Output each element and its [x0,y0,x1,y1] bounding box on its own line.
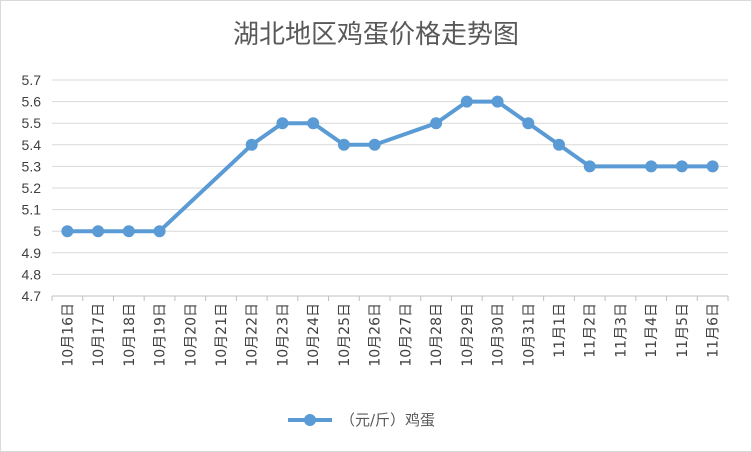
legend: （元/斤）鸡蛋 [288,411,435,429]
data-point [245,138,258,151]
x-tick-label: 11月5日 [675,303,691,358]
y-tick-label: 5.4 [22,137,42,153]
x-tick-label: 10月19日 [153,303,169,367]
data-point [368,138,381,151]
x-tick-label: 11月3日 [613,303,629,358]
x-tick-label: 10月21日 [214,303,230,367]
y-axis-ticks: 5.7 5.6 5.5 5.4 5.3 5.2 5.1 5 4.9 4.8 4.7 [22,72,42,304]
y-tick-label: 5.5 [22,115,42,131]
data-point [307,117,320,130]
x-tick-label: 10月16日 [60,303,76,367]
legend-marker-swatch [304,414,316,426]
y-tick-label: 5.1 [22,202,42,218]
data-point [522,117,535,130]
x-tick-label: 10月30日 [491,303,507,367]
x-tick-label: 10月31日 [521,303,537,367]
x-axis-ticks: 10月16日 10月17日 10月18日 10月19日 10月20日 10月21日 10月2… [60,303,721,367]
x-tick-label: 10月23日 [275,303,291,367]
x-tick-label: 11月6日 [706,303,722,358]
data-point [460,95,473,108]
x-tick-label: 10月28日 [429,303,445,367]
x-tick-label: 10月25日 [337,303,353,367]
x-tick-label: 10月20日 [183,303,199,367]
data-point [706,160,719,173]
data-point [645,160,658,173]
x-tick-label: 11月1日 [552,303,568,358]
x-tick-label: 10月22日 [245,303,261,367]
data-point [675,160,688,173]
x-tick-label: 10月17日 [91,303,107,367]
legend-label: （元/斤）鸡蛋 [340,411,435,429]
x-tick-label: 10月24日 [306,303,322,367]
y-tick-label: 5.6 [22,94,42,110]
data-point [153,225,166,238]
y-tick-label: 4.9 [22,245,42,261]
data-point [583,160,596,173]
y-tick-label: 5.2 [22,180,42,196]
x-tick-label: 11月4日 [644,303,660,358]
chart-title: 湖北地区鸡蛋价格走势图 [232,20,519,50]
data-point [92,225,105,238]
y-tick-label: 5.7 [22,72,42,88]
x-tick-label: 10月27日 [398,303,414,367]
x-axis [51,295,729,301]
x-tick-label: 10月29日 [460,303,476,367]
y-tick-label: 5 [33,223,41,239]
y-tick-label: 4.8 [22,266,42,282]
y-tick-label: 5.3 [22,158,42,174]
x-tick-label: 10月26日 [368,303,384,367]
data-point [122,225,135,238]
y-tick-label: 4.7 [22,288,42,304]
data-point [337,138,350,151]
data-point [430,117,443,130]
series-layer [61,95,719,238]
data-point [491,95,504,108]
x-tick-label: 11月2日 [583,303,599,358]
x-tick-label: 10月18日 [122,303,138,367]
data-point [553,138,565,151]
data-point [276,117,289,130]
gridlines [52,79,728,275]
data-point [61,225,74,238]
